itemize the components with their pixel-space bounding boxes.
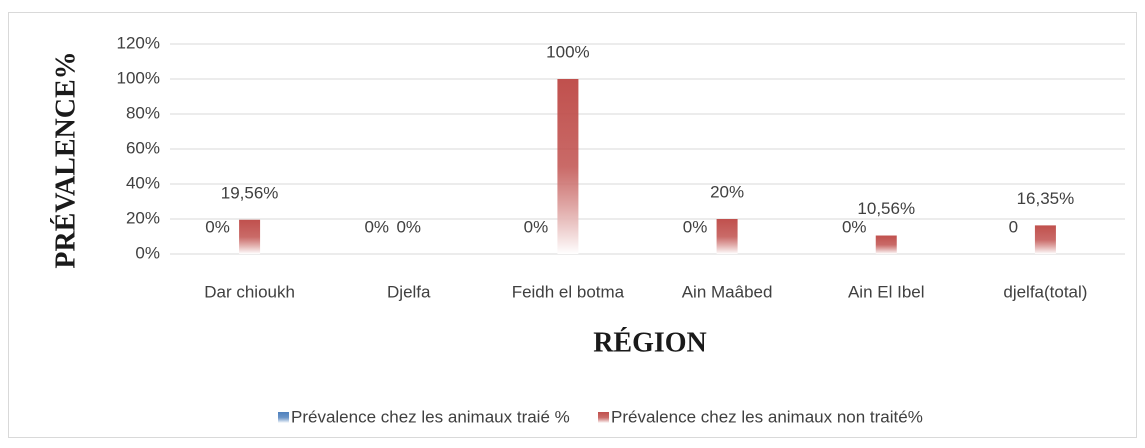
data-label: 10,56%	[857, 199, 915, 218]
bar	[716, 219, 738, 254]
y-axis-title: PRÉVALENCE%	[50, 51, 81, 268]
bar	[239, 219, 261, 254]
bar	[557, 79, 579, 254]
y-tick-label: 100%	[117, 68, 160, 87]
y-tick-label: 40%	[126, 173, 160, 192]
x-tick-label: Ain El Ibel	[848, 282, 925, 301]
data-label: 0%	[842, 217, 867, 236]
legend-label: Prévalence chez les animaux traié %	[291, 407, 570, 426]
data-label: 16,35%	[1017, 189, 1075, 208]
data-label: 0%	[524, 217, 549, 236]
data-label: 100%	[546, 42, 589, 61]
y-tick-label: 0%	[135, 243, 160, 262]
x-tick-label: Feidh el botma	[512, 282, 625, 301]
x-tick-label: Dar chioukh	[204, 282, 295, 301]
y-tick-label: 80%	[126, 103, 160, 122]
bar	[1034, 225, 1056, 254]
legend-key	[598, 412, 609, 423]
data-label: 0%	[205, 217, 230, 236]
data-label: 0%	[683, 217, 708, 236]
x-tick-label: Djelfa	[387, 282, 431, 301]
y-tick-label: 120%	[117, 33, 160, 52]
legend-key	[278, 412, 289, 423]
x-tick-label: djelfa(total)	[1003, 282, 1087, 301]
x-axis-title: RÉGION	[593, 327, 707, 358]
data-label: 0%	[364, 217, 389, 236]
data-label: 20%	[710, 182, 744, 201]
data-label: 19,56%	[221, 183, 279, 202]
y-tick-label: 20%	[126, 208, 160, 227]
legend-label: Prévalence chez les animaux non traité%	[611, 407, 923, 426]
data-label: 0%	[396, 217, 421, 236]
y-tick-label: 60%	[126, 138, 160, 157]
bar	[875, 235, 897, 254]
x-tick-label: Ain Maâbed	[682, 282, 773, 301]
data-label: 0	[1009, 217, 1018, 236]
